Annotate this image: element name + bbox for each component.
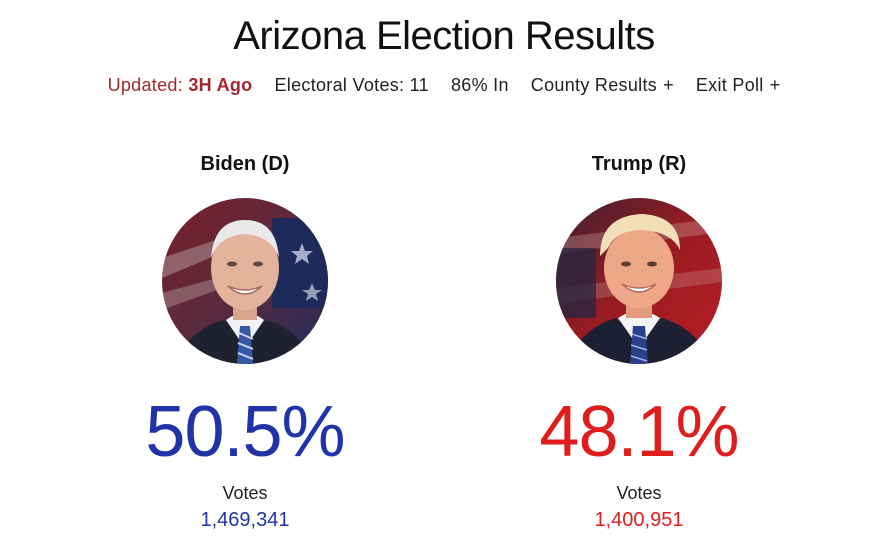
vote-count: 1,469,341	[200, 509, 290, 531]
candidate-name: Trump (R)	[591, 153, 687, 175]
plus-icon: +	[769, 75, 781, 95]
trump-portrait-icon	[556, 198, 722, 364]
candidate-name: Biden (D)	[200, 153, 290, 175]
county-results-label: County Results	[530, 75, 658, 95]
electoral-votes: Electoral Votes: 11	[274, 75, 429, 95]
votes-label: Votes	[616, 483, 662, 503]
updated-time: 3H Ago	[188, 75, 253, 95]
updated-status: Updated: 3H Ago	[108, 75, 253, 96]
candidate-card-biden: Biden (D)	[125, 150, 365, 532]
vote-percentage: 48.1%	[539, 392, 739, 472]
candidate-card-trump: Trump (R)	[519, 150, 759, 532]
results-subnav: Updated: 3H Ago Electoral Votes: 11 86% …	[0, 75, 888, 96]
biden-portrait-icon	[162, 198, 328, 364]
plus-icon: +	[663, 75, 674, 95]
exit-poll-toggle[interactable]: Exit Poll +	[696, 75, 781, 96]
updated-label: Updated:	[107, 75, 184, 95]
county-results-toggle[interactable]: County Results +	[531, 75, 674, 96]
vote-count: 1,400,951	[594, 509, 684, 531]
vote-percentage: 50.5%	[145, 392, 345, 472]
page-title: Arizona Election Results	[233, 14, 655, 58]
votes-label: Votes	[222, 483, 268, 503]
exit-poll-label: Exit Poll	[695, 75, 764, 95]
percent-reporting: 86% In	[450, 75, 509, 95]
